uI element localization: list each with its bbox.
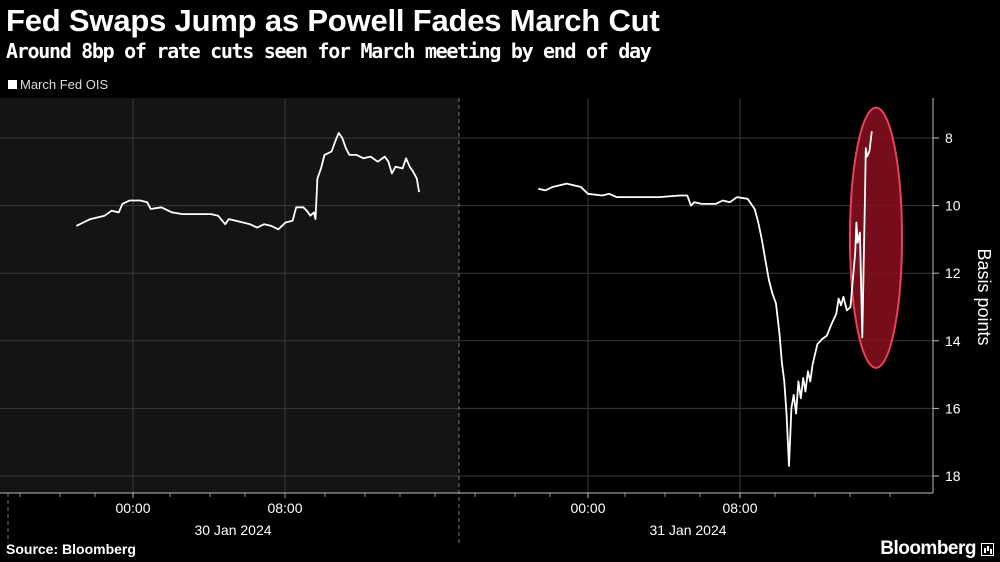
- series-line-march-fed-ois: [538, 131, 873, 467]
- x-tick-label: 08:00: [267, 500, 302, 516]
- x-tick-label: 08:00: [722, 500, 757, 516]
- x-date-label: 31 Jan 2024: [649, 522, 726, 538]
- source-note: Source: Bloomberg: [6, 541, 136, 557]
- legend: March Fed OIS: [8, 77, 108, 92]
- chart-title: Fed Swaps Jump as Powell Fades March Cut: [6, 3, 660, 38]
- y-tick-label: 14: [945, 333, 961, 349]
- y-tick-label: 18: [945, 468, 961, 484]
- y-tick-label: 10: [945, 198, 961, 214]
- brand-logo-text: Bloomberg: [880, 538, 976, 559]
- x-tick-label: 00:00: [115, 500, 150, 516]
- plot-area-day1: [0, 98, 459, 493]
- legend-label: March Fed OIS: [20, 77, 109, 92]
- x-date-label: 30 Jan 2024: [194, 522, 271, 538]
- series-line-march-fed-ois: [75, 132, 420, 231]
- x-tick-label: 00:00: [570, 500, 605, 516]
- y-axis-title: Basis points: [974, 248, 994, 345]
- y-tick-label: 8: [945, 130, 953, 146]
- chart-subtitle: Around 8bp of rate cuts seen for March m…: [6, 39, 652, 63]
- bloomberg-chart-icon: [981, 543, 994, 556]
- y-tick-label: 16: [945, 400, 961, 416]
- y-tick-label: 12: [945, 265, 961, 281]
- legend-swatch: [8, 80, 17, 89]
